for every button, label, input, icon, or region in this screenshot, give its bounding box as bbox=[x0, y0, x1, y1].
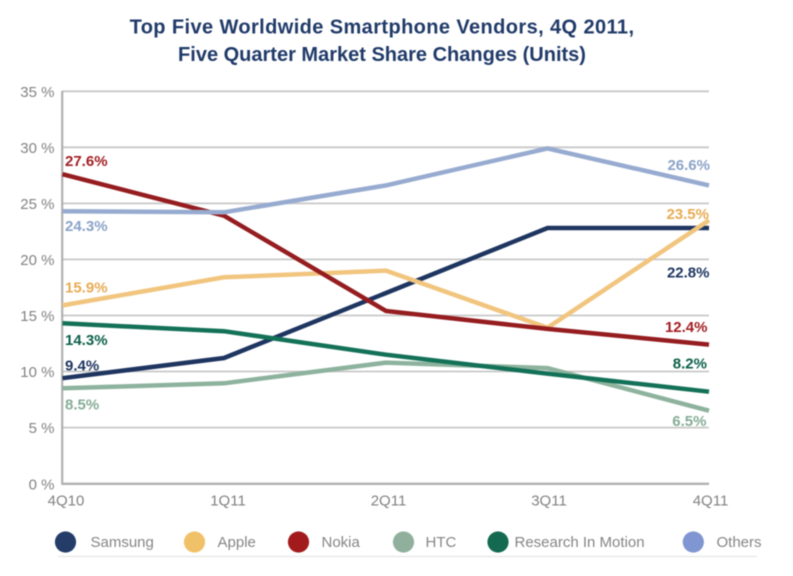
svg-text:HTC: HTC bbox=[426, 534, 457, 551]
svg-text:4Q10: 4Q10 bbox=[48, 493, 85, 510]
svg-text:9.4%: 9.4% bbox=[65, 357, 99, 374]
svg-text:4Q11: 4Q11 bbox=[693, 493, 729, 510]
svg-text:15 %: 15 % bbox=[20, 308, 54, 325]
svg-text:1Q11: 1Q11 bbox=[210, 493, 246, 510]
svg-text:Five Quarter Market Share Chan: Five Quarter Market Share Changes (Units… bbox=[178, 44, 586, 66]
svg-text:25 %: 25 % bbox=[20, 196, 54, 213]
svg-text:5 %: 5 % bbox=[29, 420, 55, 437]
svg-text:26.6%: 26.6% bbox=[667, 157, 710, 174]
svg-text:Top Five Worldwide Smartphone: Top Five Worldwide Smartphone Vendors, 4… bbox=[130, 17, 635, 39]
svg-text:Samsung: Samsung bbox=[91, 534, 154, 551]
svg-text:8.2%: 8.2% bbox=[673, 356, 707, 373]
svg-text:2Q11: 2Q11 bbox=[371, 493, 407, 510]
svg-text:14.3%: 14.3% bbox=[65, 332, 108, 349]
svg-text:20 %: 20 % bbox=[20, 252, 54, 269]
svg-text:Apple: Apple bbox=[218, 534, 256, 551]
svg-text:23.5%: 23.5% bbox=[666, 206, 709, 223]
svg-text:8.5%: 8.5% bbox=[65, 397, 99, 414]
svg-text:12.4%: 12.4% bbox=[665, 319, 708, 336]
svg-text:Nokia: Nokia bbox=[322, 534, 361, 551]
svg-text:24.3%: 24.3% bbox=[65, 218, 108, 235]
svg-text:27.6%: 27.6% bbox=[65, 153, 108, 170]
svg-text:0 %: 0 % bbox=[29, 476, 55, 493]
svg-text:10 %: 10 % bbox=[20, 364, 54, 381]
svg-text:Others: Others bbox=[717, 534, 762, 551]
svg-text:6.5%: 6.5% bbox=[672, 413, 706, 430]
svg-text:30 %: 30 % bbox=[20, 140, 54, 157]
svg-text:3Q11: 3Q11 bbox=[531, 493, 567, 510]
svg-text:Research In Motion: Research In Motion bbox=[515, 534, 645, 551]
svg-text:35 %: 35 % bbox=[20, 84, 54, 101]
svg-text:22.8%: 22.8% bbox=[667, 265, 710, 282]
svg-text:15.9%: 15.9% bbox=[65, 279, 108, 296]
